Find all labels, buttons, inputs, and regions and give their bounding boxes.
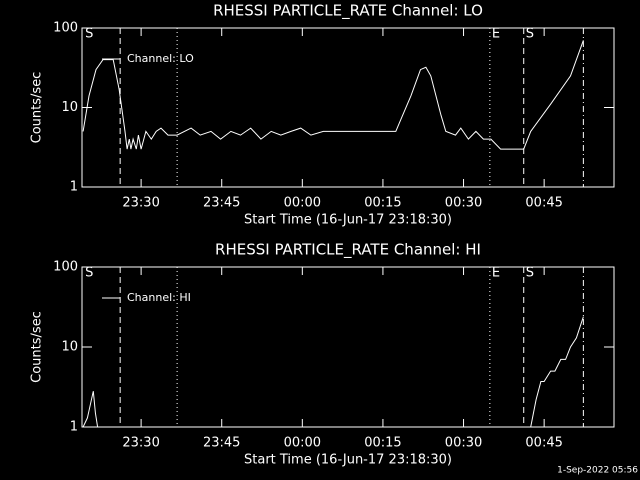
x-tick-label: 00:00 — [284, 436, 321, 451]
annotation: E — [492, 266, 500, 281]
x-tick-label: 23:30 — [122, 196, 159, 211]
x-tick-label: 00:30 — [445, 196, 482, 211]
annotation: S — [526, 27, 534, 42]
y-axis-label: Counts/sec — [30, 72, 45, 144]
x-tick-label: 00:45 — [525, 436, 562, 451]
x-tick-label: 00:15 — [364, 196, 401, 211]
y-tick-label: 10 — [61, 100, 78, 115]
annotation: S — [526, 266, 534, 281]
y-tick-label: 100 — [53, 260, 78, 275]
data-line — [82, 391, 99, 427]
x-tick-label: 00:30 — [445, 436, 482, 451]
y-axis-label: Counts/sec — [30, 311, 45, 383]
chart-title: RHESSI PARTICLE_RATE Channel: HI — [215, 241, 481, 260]
data-line — [82, 40, 584, 150]
x-axis-label: Start Time (16-Jun-17 23:18:30) — [244, 453, 452, 468]
legend-label: Channel: HI — [127, 291, 191, 304]
y-tick-label: 1 — [70, 180, 78, 195]
x-tick-label: 00:45 — [525, 196, 562, 211]
x-tick-label: 00:15 — [364, 436, 401, 451]
x-tick-label: 23:45 — [203, 196, 240, 211]
legend-label: Channel: LO — [127, 52, 194, 65]
data-line — [530, 316, 584, 427]
y-tick-label: 100 — [53, 21, 78, 36]
x-tick-label: 00:00 — [284, 196, 321, 211]
annotation: S — [85, 27, 93, 42]
x-tick-label: 23:30 — [122, 436, 159, 451]
annotation: E — [492, 27, 500, 42]
chart-title: RHESSI PARTICLE_RATE Channel: LO — [213, 2, 483, 21]
timestamp: 1-Sep-2022 05:56 — [557, 466, 638, 476]
y-tick-label: 10 — [61, 340, 78, 355]
x-tick-label: 23:45 — [203, 436, 240, 451]
x-axis-label: Start Time (16-Jun-17 23:18:30) — [244, 213, 452, 228]
y-tick-label: 1 — [70, 420, 78, 435]
annotation: S — [85, 266, 93, 281]
